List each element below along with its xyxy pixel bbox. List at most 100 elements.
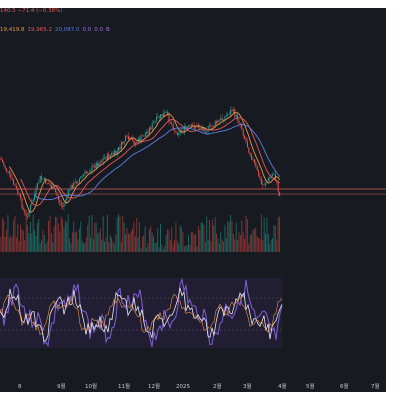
candle-body	[259, 176, 261, 179]
volume-bar	[263, 217, 265, 252]
candle-body	[132, 138, 134, 141]
candle-body	[134, 142, 136, 145]
candle-body	[248, 147, 250, 153]
chart-canvas[interactable]	[0, 8, 386, 392]
candle-body	[17, 188, 19, 194]
candle-body	[127, 135, 129, 140]
candle-body	[125, 135, 127, 142]
volume-bar	[171, 226, 173, 252]
volume-bar	[213, 225, 215, 252]
candle-body	[189, 125, 191, 127]
candle-body	[62, 205, 64, 207]
candle-body	[146, 131, 148, 134]
volume-bar	[266, 217, 268, 252]
candle-body	[164, 112, 166, 114]
volume-bar	[106, 214, 108, 252]
volume-bar	[80, 221, 82, 252]
price-legend: 140.5 −71.4 (−0.38%)	[0, 8, 65, 14]
volume-bar	[38, 219, 40, 252]
volume-bar	[225, 238, 227, 252]
chart-window[interactable]: 140.5 −71.4 (−0.38%) 19,419.8 19,965.2 20,…	[0, 8, 386, 392]
candle-body	[101, 160, 103, 163]
volume-bar	[14, 216, 16, 252]
volume-bar	[102, 216, 104, 252]
candle-body	[42, 179, 44, 180]
candle-body	[179, 129, 181, 134]
volume-bar	[155, 242, 157, 252]
x-axis-label: 12월	[148, 384, 161, 390]
candle-body	[155, 117, 157, 122]
candle-body	[207, 126, 209, 132]
candle-body	[210, 125, 212, 127]
volume-bar	[98, 232, 100, 252]
candle-body	[161, 114, 163, 117]
candle-body	[7, 171, 9, 172]
candle-body	[76, 181, 78, 184]
candle-body	[119, 147, 121, 150]
volume-bar	[211, 219, 213, 252]
candle-body	[151, 123, 153, 130]
candle-body	[45, 178, 47, 184]
candle-body	[74, 181, 76, 183]
candle-body	[98, 162, 100, 167]
candle-body	[140, 135, 142, 142]
candle-body	[231, 110, 233, 112]
candle-body	[116, 150, 118, 154]
candle-body	[245, 138, 247, 142]
volume-bar	[192, 231, 194, 252]
volume-bar	[74, 232, 76, 252]
volume-bar	[147, 243, 149, 252]
x-axis-label: 10월	[85, 384, 98, 390]
oscillator-slow-line	[0, 293, 283, 336]
volume-bar	[204, 242, 206, 252]
volume-bar	[238, 231, 240, 252]
volume-bar	[164, 246, 166, 252]
volume-bar	[108, 242, 110, 252]
volume-bar	[120, 242, 122, 252]
volume-bar	[140, 247, 142, 252]
volume-bar	[62, 219, 63, 252]
volume-bar	[84, 243, 86, 252]
volume-bar	[239, 235, 241, 252]
volume-bar	[245, 215, 247, 252]
price-change-text: 140.5 −71.4 (−0.38%)	[0, 8, 63, 14]
volume-bar	[209, 219, 210, 252]
candle-body	[147, 131, 149, 134]
candle-body	[235, 114, 237, 117]
candle-body	[35, 188, 37, 195]
candle-body	[27, 216, 29, 217]
candle-body	[239, 123, 241, 125]
volume-bar	[28, 233, 30, 252]
volume-bar	[42, 229, 44, 252]
volume-bar	[182, 232, 184, 252]
candle-body	[41, 176, 43, 180]
candle-body	[165, 111, 167, 113]
volume-bar	[195, 234, 196, 252]
volume-bar	[255, 227, 257, 252]
volume-bar	[57, 223, 59, 252]
volume-bar	[270, 239, 272, 252]
candle-body	[154, 121, 156, 123]
candle-body	[213, 125, 215, 127]
volume-bar	[115, 234, 117, 252]
volume-bar	[63, 227, 65, 252]
candle-body	[217, 120, 219, 123]
candle-body	[169, 121, 171, 124]
candle-body	[20, 194, 22, 199]
candle-body	[97, 163, 99, 167]
candle-body	[69, 189, 71, 191]
volume-bar	[118, 214, 119, 252]
candle-body	[143, 135, 145, 137]
candle-body	[123, 141, 125, 144]
volume-bar	[186, 245, 188, 252]
candle-body	[0, 158, 2, 160]
volume-bar	[237, 239, 238, 252]
volume-bar	[112, 241, 114, 252]
candle-body	[29, 205, 31, 211]
volume-bar	[139, 222, 140, 252]
candle-body	[157, 116, 159, 118]
volume-bar	[69, 238, 70, 252]
volume-bar	[22, 230, 24, 252]
volume-bar	[206, 216, 208, 252]
volume-bar	[162, 249, 164, 252]
